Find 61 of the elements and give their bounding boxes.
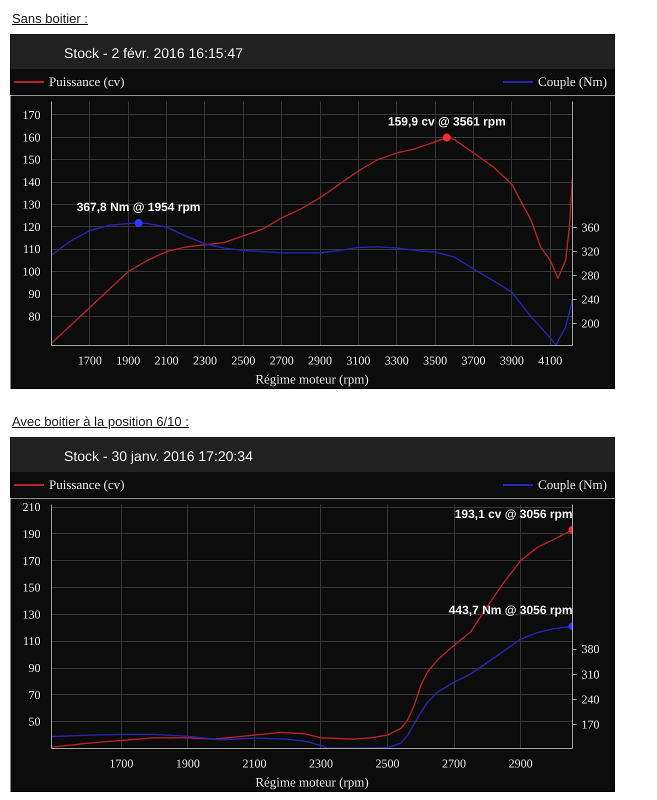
y2-tick-label: 280 [582,268,600,283]
x-tick-label: 3300 [384,354,409,368]
x-tick-label: 2700 [270,354,294,368]
x-tick-label: 3500 [423,354,448,368]
data-label: 159,9 cv @ 3561 rpm [388,114,506,129]
x-tick-label: 3900 [500,354,524,368]
x-tick-label: 2100 [154,354,179,368]
y-tick-label: 150 [22,580,40,595]
x-tick-label: 2700 [442,756,466,770]
y-tick-label: 110 [22,634,41,648]
y-tick-label: 50 [28,714,40,729]
chart-subtitle: Stock - 2 févr. 2016 16:15:47 [10,34,615,69]
y-tick-label: 140 [22,175,40,190]
y-tick-label: 210 [22,500,40,514]
x-tick-label: 2300 [192,354,217,368]
y2-tick-label: 240 [582,292,600,306]
x-tick-label: 2500 [231,354,256,368]
y-tick-label: 80 [28,309,40,324]
legend-label: Couple (Nm) [538,476,607,494]
y-tick-label: 130 [22,607,40,622]
y2-tick-label: 240 [582,692,600,707]
x-tick-label: 1700 [78,354,102,368]
x-tick-label: 1900 [176,756,200,770]
x-tick-label: 2300 [308,756,333,770]
x-tick-label: 3700 [462,354,486,368]
chart-subtitle: Stock - 30 janv. 2016 17:20:34 [10,437,615,472]
y-tick-label: 190 [22,526,40,541]
x-tick-label: 3100 [346,354,370,368]
y-tick-label: 130 [22,197,40,212]
y-tick-label: 90 [28,661,40,676]
x-axis-title: Régime moteur (rpm) [255,372,369,386]
legend-label: Puissance (cv) [49,72,124,91]
data-label: 193,1 cv @ 3056 rpm [454,506,572,521]
y-tick-label: 100 [22,264,40,279]
y-tick-label: 120 [22,220,40,234]
chart-title: Sans boitier : [12,11,88,26]
x-tick-label: 1700 [109,756,134,770]
legend-label: Puissance (cv) [49,476,124,494]
y-tick-label: 170 [22,554,40,568]
y2-tick-label: 380 [582,642,600,656]
x-tick-label: 1900 [116,354,140,368]
y2-tick-label: 170 [582,718,600,732]
y2-tick-label: 310 [582,667,600,682]
y-tick-label: 110 [22,242,41,256]
y-tick-label: 70 [28,688,40,702]
y-tick-label: 160 [22,130,40,144]
data-label: 367,8 Nm @ 1954 rpm [76,200,200,214]
x-tick-label: 2900 [508,756,533,770]
chart-title: Avec boitier à la position 6/10 : [12,414,189,429]
y2-tick-label: 200 [582,316,600,330]
x-axis-title: Régime moteur (rpm) [255,774,369,790]
x-tick-label: 2500 [376,756,400,770]
x-tick-label: 2100 [242,756,266,770]
legend-label: Couple (Nm) [538,72,607,91]
x-tick-label: 4100 [538,354,562,368]
y-tick-label: 90 [28,287,40,302]
x-tick-label: 2900 [308,354,332,368]
y2-tick-label: 320 [582,244,600,259]
y2-tick-label: 360 [582,220,600,235]
y-tick-label: 170 [22,108,40,122]
y-tick-label: 150 [22,152,40,167]
